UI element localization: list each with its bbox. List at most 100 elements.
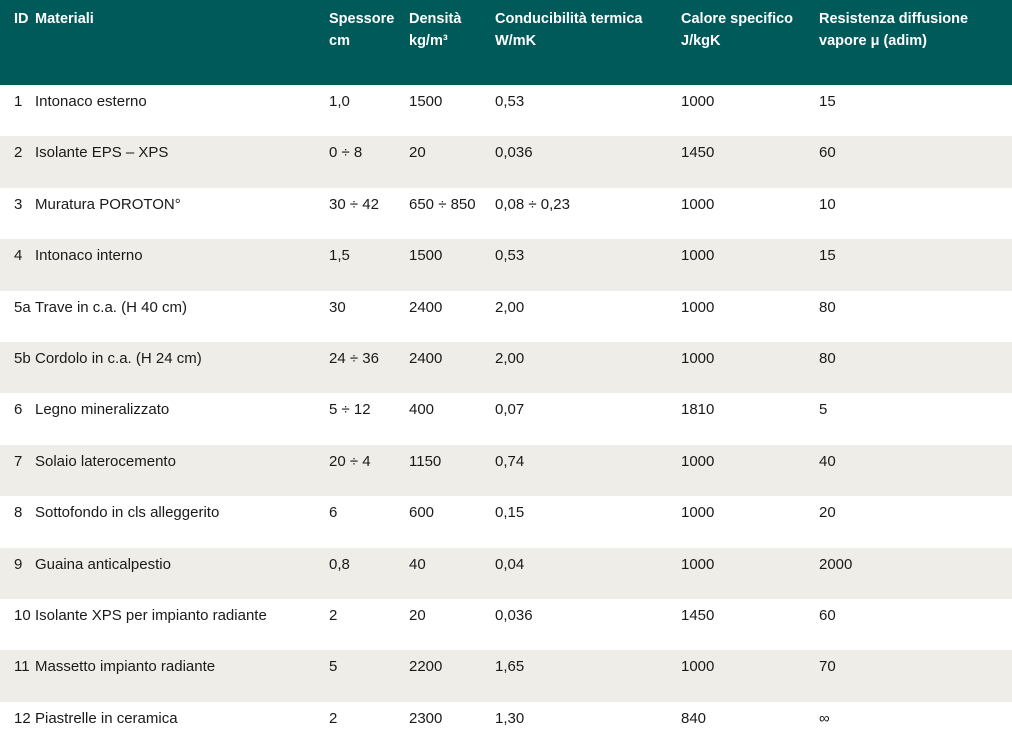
cell-spessore: 0 ÷ 8 [329,144,363,162]
cell-materiale: Legno mineralizzato [35,401,170,419]
cell-densita: 1150 [409,452,442,470]
cell-resistenza: 20 [819,504,836,522]
cell-resistenza: 60 [819,144,836,162]
cell-resistenza: 5 [819,401,828,419]
cell-id: 10 [14,606,31,624]
cell-id: 1 [14,93,23,110]
table-row: 1 Intonaco esterno 1,0 1500 0,53 1000 15 [0,85,1012,136]
cell-spessore: 5 ÷ 12 [329,401,371,419]
cell-conducibilita: 0,74 [495,452,525,470]
table-header: ID Materiali Spessore cm Densità kg/m³ Con… [0,0,1012,85]
header-resistenza: Resistenza diffusione vapore μ (adim) [819,11,969,49]
cell-calore: 840 [681,709,707,727]
table-row: 11 Massetto impianto radiante 5 2200 1,65 100… [0,650,1012,702]
cell-resistenza: 15 [819,247,836,265]
cell-id: 3 [14,195,23,213]
cell-calore: 1000 [681,349,715,367]
cell-resistenza: 80 [819,298,836,316]
cell-calore: 1810 [681,401,715,419]
cell-densita: 2200 [409,658,443,676]
cell-densita: 1500 [409,93,443,110]
cell-materiale: Piastrelle in ceramica [35,709,178,727]
cell-densita: 600 [409,504,435,522]
table-row: 3 Muratura POROTON° 30 ÷ 42 650 ÷ 850 0,08 ÷… [0,188,1012,239]
header-conducibilita: Conducibilità termica W/mK [495,11,643,49]
cell-densita: 2400 [409,349,443,367]
cell-materiale: Intonaco esterno [35,93,147,110]
cell-resistenza: 15 [819,93,836,110]
cell-calore: 1000 [681,504,715,522]
cell-spessore: 1,0 [329,93,350,110]
cell-id: 2 [14,144,23,162]
cell-conducibilita: 0,036 [495,606,533,624]
table-row: 5b Cordolo in c.a. (H 24 cm) 24 ÷ 36 2400 2,… [0,341,1012,394]
cell-calore: 1000 [681,298,715,316]
table-row: 12 Piastrelle in ceramica 2 2300 1,30 840 ∞ [0,702,1012,753]
table-row: 6 Legno mineralizzato 5 ÷ 12 400 0,07 1810 5 [0,393,1012,444]
cell-materiale: Isolante EPS – XPS [35,144,169,162]
cell-spessore: 1,5 [329,247,350,265]
cell-materiale: Guaina anticalpestio [35,555,171,573]
cell-calore: 1000 [681,93,715,110]
cell-id: 11 [14,658,30,676]
cell-materiale: Sottofondo in cls alleggerito [35,504,220,522]
table-row: 2 Isolante EPS – XPS 0 ÷ 8 20 0,036 1450 60 [0,136,1012,188]
cell-calore: 1000 [681,555,715,573]
cell-densita: 2400 [409,298,443,316]
cell-spessore: 20 ÷ 4 [329,452,371,470]
cell-resistenza: 10 [819,195,836,213]
cell-calore: 1000 [681,658,715,676]
table-row: 5a Trave in c.a. (H 40 cm) 30 2400 2,00 1000 8… [0,291,1012,342]
cell-conducibilita: 1,65 [495,658,525,676]
cell-id: 5b [14,349,31,367]
cell-resistenza: 70 [819,658,836,676]
cell-densita: 2300 [409,709,443,727]
cell-calore: 1000 [681,247,715,265]
table-row: 9 Guaina anticalpestio 0,8 40 0,04 1000 2000 [0,547,1012,599]
cell-spessore: 24 ÷ 36 [329,349,379,367]
cell-materiale: Intonaco interno [35,247,143,265]
table-row: 4 Intonaco interno 1,5 1500 0,53 1000 15 [0,239,1012,291]
cell-resistenza: 2000 [819,555,853,573]
table-row: 8 Sottofondo in cls alleggerito 6 600 0,15 10… [0,496,1012,547]
cell-conducibilita: 0,53 [495,93,525,110]
cell-densita: 1500 [409,247,443,265]
cell-materiale: Trave in c.a. (H 40 cm) [35,298,187,316]
cell-resistenza: 60 [819,606,836,624]
cell-spessore: 5 [329,658,338,676]
cell-spessore: 0,8 [329,555,350,573]
cell-spessore: 2 [329,606,338,624]
cell-id: 8 [14,504,23,522]
cell-resistenza: ∞ [819,709,830,727]
cell-materiale: Muratura POROTON° [35,195,181,213]
cell-conducibilita: 0,07 [495,401,525,419]
table-body: 1 Intonaco esterno 1,0 1500 0,53 1000 15 2 Isola… [0,85,1012,753]
cell-materiale: Isolante XPS per impianto radiante [35,606,267,624]
cell-resistenza: 80 [819,349,836,367]
table-row: 7 Solaio laterocemento 20 ÷ 4 1150 0,74 1000 4… [0,444,1012,497]
cell-spessore: 2 [329,709,338,727]
header-materiali: Materiali [35,11,94,27]
cell-densita: 40 [409,555,426,573]
cell-id: 7 [14,452,23,470]
cell-densita: 650 ÷ 850 [409,195,476,213]
cell-materiale: Solaio laterocemento [35,452,176,470]
cell-id: 4 [14,247,23,265]
cell-conducibilita: 0,15 [495,504,525,522]
header-spessore: Spessore cm [329,11,395,49]
cell-densita: 20 [409,606,426,624]
cell-densita: 20 [409,144,426,162]
header-calore: Calore specifico J/kgK [681,11,794,49]
cell-conducibilita: 0,04 [495,555,525,573]
cell-densita: 400 [409,401,435,419]
cell-spessore: 6 [329,504,338,522]
cell-spessore: 30 [329,298,346,316]
header-id: ID [14,11,29,27]
cell-id: 9 [14,555,23,573]
cell-conducibilita: 1,30 [495,709,525,727]
cell-materiale: Massetto impianto radiante [35,658,216,676]
cell-conducibilita: 2,00 [495,298,525,316]
cell-id: 12 [14,709,31,727]
cell-calore: 1000 [681,452,715,470]
